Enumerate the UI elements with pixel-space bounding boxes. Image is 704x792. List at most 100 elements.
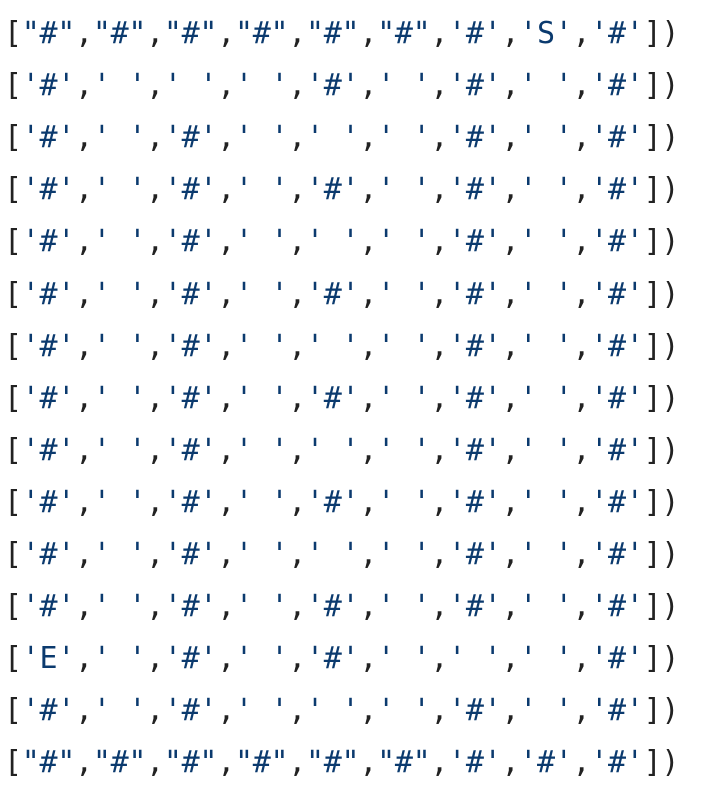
- bracket-token: ]: [643, 172, 662, 208]
- punctuation-token: ,: [217, 68, 235, 104]
- punctuation-token: ,: [288, 120, 307, 156]
- string-token: ' ': [234, 276, 289, 312]
- string-token: '#': [448, 328, 502, 364]
- punctuation-token: ,: [430, 276, 449, 312]
- string-token: ' ': [92, 432, 147, 468]
- string-token: '#': [163, 641, 218, 677]
- code-line: ['#',' ','#',' ','#',' ','#',' ','#']): [4, 587, 679, 627]
- punctuation-token: ,: [572, 120, 591, 156]
- punctuation-token: ,: [288, 745, 307, 781]
- punctuation-token: ,: [146, 693, 164, 729]
- string-token: '#': [448, 276, 502, 312]
- punctuation-token: ,: [288, 380, 307, 416]
- string-token: '#': [448, 16, 502, 51]
- punctuation-token: ,: [572, 328, 591, 364]
- bracket-token: ): [661, 68, 680, 104]
- punctuation-token: ,: [146, 589, 164, 625]
- punctuation-token: ,: [359, 589, 378, 625]
- string-token: ' ': [306, 224, 360, 260]
- string-token: ' ': [234, 224, 289, 260]
- string-token: '#': [306, 68, 360, 104]
- bracket-token: [: [4, 537, 22, 572]
- string-token: '#': [21, 432, 76, 468]
- punctuation-token: ,: [146, 537, 164, 572]
- punctuation-token: ,: [359, 693, 378, 729]
- bracket-token: ): [661, 537, 680, 572]
- string-token: '#': [21, 693, 76, 729]
- punctuation-token: ,: [501, 537, 520, 572]
- punctuation-token: ,: [217, 380, 235, 416]
- punctuation-token: ,: [146, 276, 164, 312]
- bracket-token: ]: [643, 224, 662, 260]
- punctuation-token: ,: [146, 328, 164, 364]
- punctuation-token: ,: [430, 68, 449, 104]
- punctuation-token: ,: [217, 276, 235, 312]
- bracket-token: [: [4, 589, 22, 625]
- string-token: ' ': [519, 693, 573, 729]
- string-token: "#": [306, 16, 360, 51]
- punctuation-token: ,: [501, 745, 520, 781]
- punctuation-token: ,: [146, 380, 164, 416]
- bracket-token: ): [661, 16, 680, 51]
- punctuation-token: ,: [359, 641, 378, 677]
- string-token: ' ': [92, 120, 147, 156]
- punctuation-token: ,: [501, 172, 520, 208]
- punctuation-token: ,: [501, 641, 520, 677]
- punctuation-token: ,: [501, 432, 520, 468]
- bracket-token: ): [661, 172, 680, 208]
- bracket-token: [: [4, 641, 22, 677]
- string-token: "#": [377, 16, 431, 51]
- punctuation-token: ,: [572, 172, 591, 208]
- bracket-token: ): [661, 120, 680, 156]
- string-token: ' ': [306, 432, 360, 468]
- punctuation-token: ,: [359, 16, 378, 51]
- punctuation-token: ,: [430, 537, 449, 572]
- bracket-token: ): [661, 745, 680, 781]
- string-token: '#': [306, 589, 360, 625]
- string-token: '#': [448, 224, 502, 260]
- string-token: ' ': [92, 693, 147, 729]
- punctuation-token: ,: [430, 172, 449, 208]
- string-token: "#": [377, 745, 431, 781]
- string-token: '#': [590, 745, 644, 781]
- string-token: "#": [92, 16, 147, 51]
- string-token: '#': [590, 537, 644, 572]
- punctuation-token: ,: [217, 172, 235, 208]
- string-token: '#': [590, 68, 644, 104]
- string-token: ' ': [234, 68, 289, 104]
- string-token: '#': [163, 589, 218, 625]
- code-line: ['#',' ','#',' ','#',' ','#',' ','#']): [4, 483, 679, 523]
- string-token: '#': [306, 172, 360, 208]
- string-token: ' ': [306, 693, 360, 729]
- string-token: ' ': [377, 172, 431, 208]
- punctuation-token: ,: [217, 693, 235, 729]
- bracket-token: ]: [643, 589, 662, 625]
- punctuation-token: ,: [359, 432, 378, 468]
- bracket-token: ): [661, 589, 680, 625]
- bracket-token: [: [4, 120, 22, 156]
- string-token: ' ': [377, 693, 431, 729]
- string-token: ' ': [377, 120, 431, 156]
- punctuation-token: ,: [288, 16, 307, 51]
- string-token: ' ': [306, 328, 360, 364]
- string-token: '#': [590, 589, 644, 625]
- punctuation-token: ,: [75, 641, 93, 677]
- punctuation-token: ,: [430, 745, 449, 781]
- string-token: '#': [21, 68, 76, 104]
- bracket-token: ]: [643, 641, 662, 677]
- punctuation-token: ,: [359, 537, 378, 572]
- code-line: ['#',' ','#',' ','#',' ','#',' ','#']): [4, 379, 679, 419]
- bracket-token: [: [4, 16, 22, 51]
- bracket-token: ]: [643, 328, 662, 364]
- string-token: ' ': [92, 589, 147, 625]
- string-token: '#': [590, 276, 644, 312]
- string-token: ' ': [234, 380, 289, 416]
- punctuation-token: ,: [501, 120, 520, 156]
- string-token: '#': [448, 432, 502, 468]
- string-token: ' ': [519, 641, 573, 677]
- string-token: ' ': [377, 432, 431, 468]
- punctuation-token: ,: [430, 589, 449, 625]
- punctuation-token: ,: [359, 745, 378, 781]
- string-token: ' ': [519, 484, 573, 520]
- string-token: "#": [234, 16, 289, 51]
